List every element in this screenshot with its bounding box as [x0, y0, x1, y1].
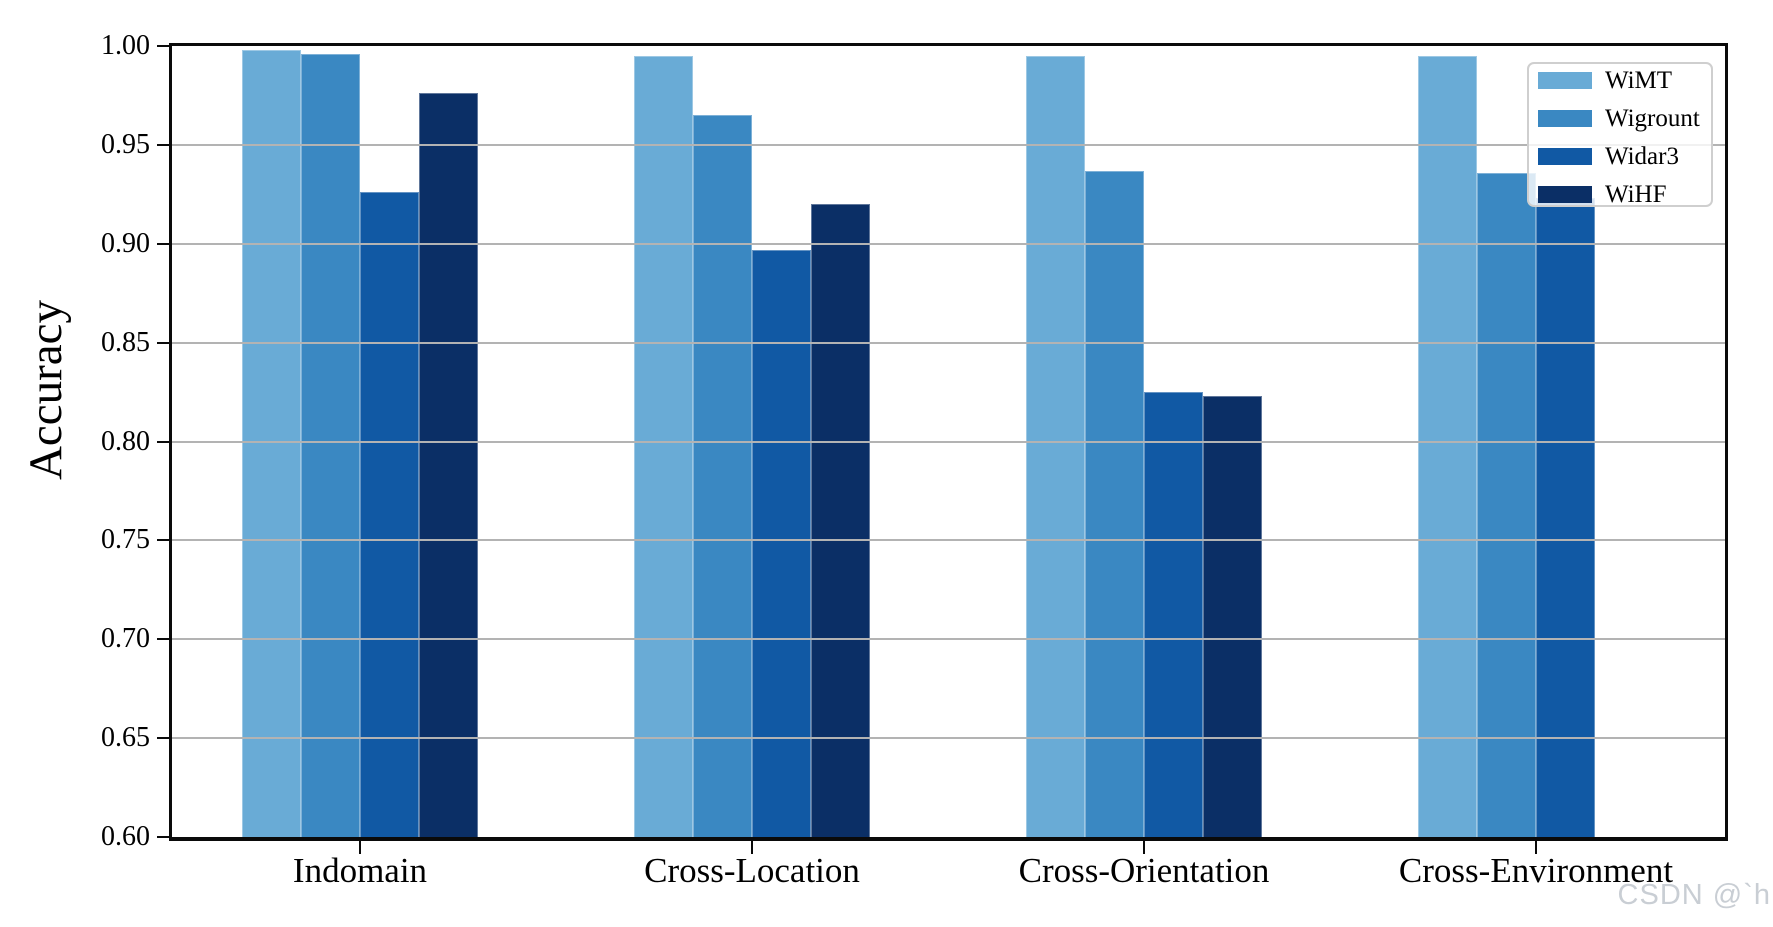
gridline-0.90 — [172, 242, 1725, 245]
bar-wihf-0 — [419, 93, 478, 837]
x-tick-label-3: Cross-Environment — [1398, 851, 1674, 890]
y-tick-label-0.75: 0.75 — [101, 524, 150, 556]
y-tick-0.75 — [157, 539, 169, 542]
y-tick-label-0.80: 0.80 — [101, 425, 150, 457]
x-tick-label-1: Cross-Location — [644, 851, 860, 890]
bar-widar3-1 — [752, 249, 811, 837]
y-tick-label-0.60: 0.60 — [101, 821, 150, 852]
gridline-0.70 — [172, 638, 1725, 641]
bar-widar3-2 — [1144, 392, 1203, 837]
y-tick-label-0.65: 0.65 — [101, 722, 150, 754]
y-tick-0.90 — [157, 242, 169, 245]
y-tick-label-0.95: 0.95 — [101, 128, 150, 160]
y-tick-0.95 — [157, 143, 169, 146]
x-tick-2 — [1143, 841, 1145, 854]
plot-area: WiMT Wigrount Widar3 WiHF 0.60 0.65 0.70 0.75 0… — [101, 30, 1728, 890]
gridline-0.80 — [172, 440, 1725, 443]
y-tick-0.70 — [157, 638, 169, 641]
top-spine — [169, 43, 1728, 46]
legend: WiMT Wigrount Widar3 WiHF — [1527, 62, 1713, 208]
legend-swatch-widar3 — [1538, 148, 1592, 165]
bar-widar3-0 — [360, 192, 419, 837]
bar-wimt-3 — [1418, 55, 1477, 837]
legend-swatch-wigrount — [1538, 110, 1592, 127]
y-tick-0.60 — [157, 836, 169, 838]
bar-wimt-2 — [1026, 55, 1085, 837]
x-tick-0 — [359, 841, 361, 854]
legend-swatch-wihf — [1538, 186, 1592, 203]
watermark: CSDN @`h — [1617, 879, 1771, 911]
y-tick-0.85 — [157, 341, 169, 344]
legend-item-wimt: WiMT — [1538, 66, 1673, 94]
legend-swatch-wimt — [1538, 72, 1592, 89]
gridline-0.85 — [172, 341, 1725, 344]
legend-label-wimt: WiMT — [1605, 66, 1673, 94]
right-spine — [1725, 43, 1728, 841]
gridline-0.65 — [172, 737, 1725, 740]
bar-wihf-2 — [1203, 396, 1262, 837]
x-tick-3 — [1535, 841, 1537, 854]
legend-label-wigrount: Wigrount — [1605, 104, 1700, 132]
y-tick-label-1.00: 1.00 — [101, 30, 150, 61]
x-tick-label-2: Cross-Orientation — [1018, 851, 1270, 890]
bar-wigrount-0 — [301, 53, 360, 837]
bar-wimt-0 — [242, 49, 301, 837]
left-spine — [169, 43, 172, 841]
x-tick-1 — [751, 841, 753, 854]
y-tick-label-0.90: 0.90 — [101, 227, 150, 259]
y-tick-label-0.70: 0.70 — [101, 623, 150, 655]
bottom-spine — [169, 837, 1728, 841]
y-tick-0.65 — [157, 737, 169, 740]
legend-label-wihf: WiHF — [1605, 180, 1667, 208]
bar-wigrount-1 — [693, 115, 752, 837]
gridline-0.75 — [172, 539, 1725, 542]
bar-wigrount-2 — [1085, 170, 1144, 837]
bar-wimt-1 — [634, 55, 693, 837]
y-tick-label-0.85: 0.85 — [101, 326, 150, 358]
y-tick-0.80 — [157, 440, 169, 443]
bar-wigrount-3 — [1477, 172, 1536, 837]
legend-item-wihf: WiHF — [1538, 180, 1667, 208]
y-tick-1.00 — [157, 45, 169, 47]
legend-item-wigrount: Wigrount — [1538, 104, 1700, 132]
legend-label-widar3: Widar3 — [1605, 142, 1679, 170]
x-tick-label-0: Indomain — [292, 851, 428, 890]
bar-widar3-3 — [1536, 198, 1595, 837]
gridline-0.95 — [172, 143, 1725, 146]
legend-item-widar3: Widar3 — [1538, 142, 1679, 170]
bar-wihf-1 — [811, 204, 870, 837]
